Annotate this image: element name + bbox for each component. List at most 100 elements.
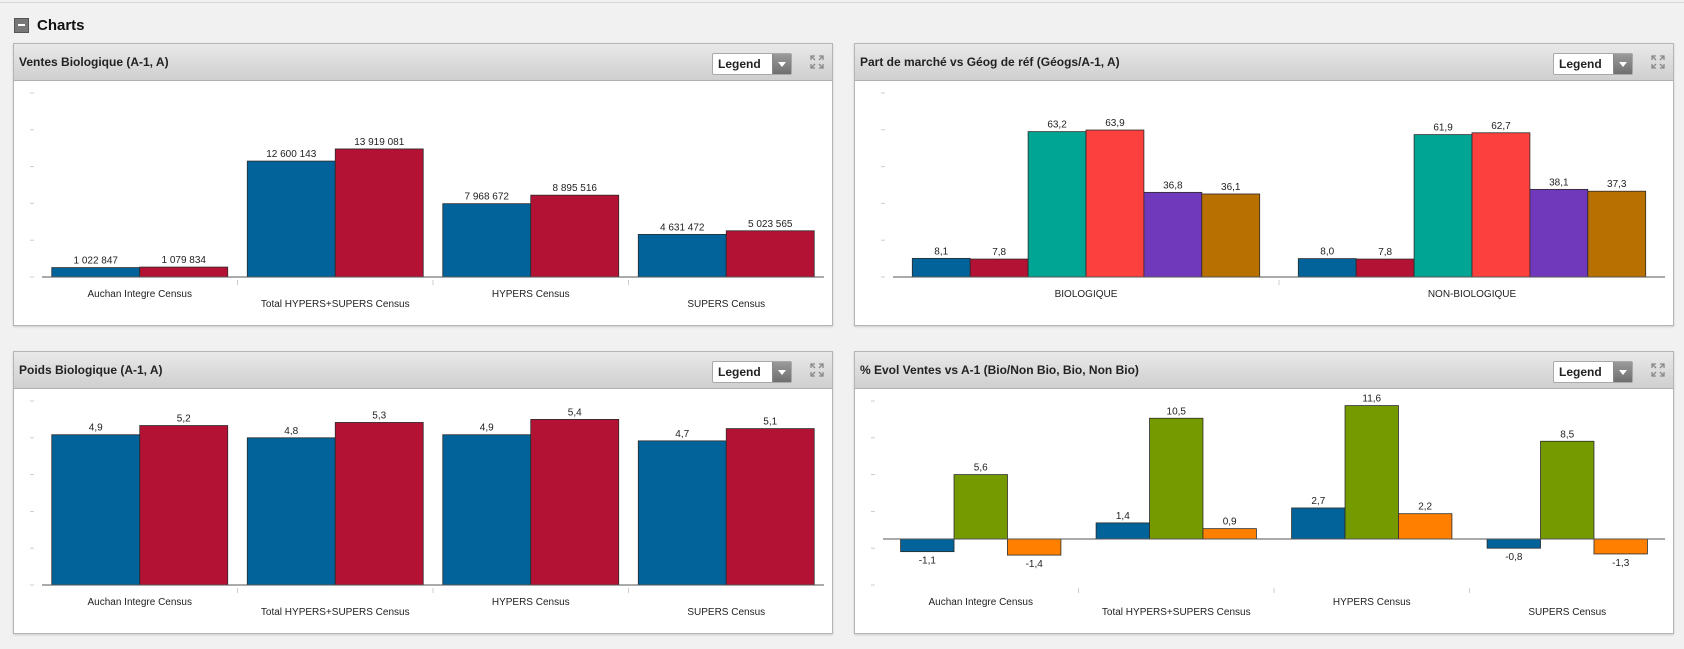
bar[interactable] xyxy=(1085,129,1145,278)
panel-title: % Evol Ventes vs A-1 (Bio/Non Bio, Bio, … xyxy=(860,363,1139,377)
panel-title: Part de marché vs Géog de réf (Géogs/A-1… xyxy=(860,55,1120,69)
bar[interactable] xyxy=(1027,131,1087,278)
x-tick-label: Auchan Integre Census xyxy=(928,597,1033,608)
data-label: 63,2 xyxy=(1047,120,1067,131)
legend-dropdown-label: Legend xyxy=(1559,57,1602,71)
legend-dropdown[interactable]: Legend xyxy=(1553,53,1633,75)
chart-panel-evol-ventes: % Evol Ventes vs A-1 (Bio/Non Bio, Bio, … xyxy=(854,351,1674,634)
bar[interactable] xyxy=(334,148,424,278)
bar[interactable] xyxy=(1095,522,1150,540)
bar[interactable] xyxy=(637,440,727,586)
bar[interactable] xyxy=(139,266,229,278)
bar[interactable] xyxy=(530,194,620,278)
data-label: 61,9 xyxy=(1433,123,1453,134)
data-label: 37,3 xyxy=(1607,179,1627,190)
chart-part-de-marche: 8,1 7,8 63,2 63,9 36,8 36,1 BIOLOGIQUE 8,0 7,8 61… xyxy=(881,92,1665,300)
data-label: 4,9 xyxy=(480,423,494,434)
bar[interactable] xyxy=(1291,507,1346,540)
bar[interactable] xyxy=(334,422,424,586)
data-label: 13 919 081 xyxy=(354,137,404,148)
data-label: -0,8 xyxy=(1505,552,1523,563)
bar[interactable] xyxy=(637,233,727,278)
x-tick-label: Total HYPERS+SUPERS Census xyxy=(261,299,410,310)
data-label: 5,3 xyxy=(372,410,386,421)
bar[interactable] xyxy=(51,434,141,586)
panel-header: Part de marché vs Géog de réf (Géogs/A-1… xyxy=(855,44,1673,81)
bar[interactable] xyxy=(900,538,955,553)
legend-dropdown[interactable]: Legend xyxy=(1553,361,1633,383)
collapse-icon[interactable] xyxy=(14,17,29,33)
chart-evol-ventes: -1,1 5,6 -1,4 Auchan Integre Census 1,4 10,5 0… xyxy=(871,394,1665,618)
x-tick-label: HYPERS Census xyxy=(492,597,570,608)
panel-header: Poids Biologique (A-1, A) Legend xyxy=(14,352,832,389)
data-label: 0,9 xyxy=(1223,517,1237,528)
data-label: -1,4 xyxy=(1026,559,1044,570)
data-label: 5 023 565 xyxy=(748,219,793,230)
data-label: 12 600 143 xyxy=(266,149,316,160)
data-label: 36,1 xyxy=(1221,182,1241,193)
x-tick-label: HYPERS Census xyxy=(1333,597,1411,608)
bar[interactable] xyxy=(1344,405,1399,540)
panel-title: Poids Biologique (A-1, A) xyxy=(19,363,163,377)
data-label: 2,7 xyxy=(1311,496,1325,507)
bar[interactable] xyxy=(911,257,971,278)
chevron-down-icon xyxy=(1613,362,1632,382)
bar[interactable] xyxy=(51,267,141,278)
expand-icon[interactable] xyxy=(810,363,824,377)
bar[interactable] xyxy=(1413,134,1473,278)
bar[interactable] xyxy=(953,474,1008,540)
data-label: 10,5 xyxy=(1167,406,1187,417)
data-label: 4,9 xyxy=(89,423,103,434)
x-tick-label: Auchan Integre Census xyxy=(87,597,192,608)
bar[interactable] xyxy=(1486,538,1541,549)
data-label: -1,3 xyxy=(1612,558,1630,569)
data-label: 63,9 xyxy=(1105,118,1125,129)
section-title: Charts xyxy=(37,16,85,34)
x-tick-label: SUPERS Census xyxy=(1528,607,1606,618)
bar[interactable] xyxy=(1471,132,1531,278)
x-tick-label: NON-BIOLOGIQUE xyxy=(1428,289,1517,300)
bar[interactable] xyxy=(725,428,815,586)
bar[interactable] xyxy=(1529,188,1589,278)
bar[interactable] xyxy=(1398,513,1453,540)
legend-dropdown-label: Legend xyxy=(718,57,761,71)
bar[interactable] xyxy=(1201,193,1261,278)
bar[interactable] xyxy=(442,434,532,586)
data-label: 8,0 xyxy=(1320,247,1334,258)
bar[interactable] xyxy=(246,437,336,586)
data-label: 4,7 xyxy=(675,429,689,440)
data-label: 7,8 xyxy=(1378,247,1392,258)
x-tick-label: Total HYPERS+SUPERS Census xyxy=(1102,607,1251,618)
bar[interactable] xyxy=(1202,528,1257,540)
expand-icon[interactable] xyxy=(1651,363,1665,377)
bar[interactable] xyxy=(1540,440,1595,540)
data-label: 8 895 516 xyxy=(552,183,597,194)
data-label: 8,5 xyxy=(1560,429,1574,440)
expand-icon[interactable] xyxy=(1651,55,1665,69)
data-label: 1 079 834 xyxy=(161,255,206,266)
bar[interactable] xyxy=(139,425,229,586)
bar[interactable] xyxy=(1143,191,1203,278)
data-label: 11,6 xyxy=(1362,394,1381,405)
top-divider xyxy=(0,2,1684,3)
legend-dropdown[interactable]: Legend xyxy=(712,53,792,75)
bar[interactable] xyxy=(969,258,1029,278)
bar[interactable] xyxy=(725,230,815,278)
data-label: 2,2 xyxy=(1418,502,1432,513)
chevron-down-icon xyxy=(772,54,791,74)
bar[interactable] xyxy=(1149,417,1204,540)
expand-icon[interactable] xyxy=(810,55,824,69)
bar[interactable] xyxy=(530,418,620,586)
bar[interactable] xyxy=(1593,538,1648,555)
legend-dropdown[interactable]: Legend xyxy=(712,361,792,383)
data-label: 36,8 xyxy=(1163,180,1183,191)
data-label: 1,4 xyxy=(1116,511,1130,522)
bar[interactable] xyxy=(1355,258,1415,278)
x-tick-label: BIOLOGIQUE xyxy=(1055,289,1118,300)
bar[interactable] xyxy=(246,160,336,278)
bar[interactable] xyxy=(442,203,532,278)
x-tick-label: Total HYPERS+SUPERS Census xyxy=(261,607,410,618)
bar[interactable] xyxy=(1297,258,1357,278)
bar[interactable] xyxy=(1007,538,1062,556)
bar[interactable] xyxy=(1587,190,1647,278)
